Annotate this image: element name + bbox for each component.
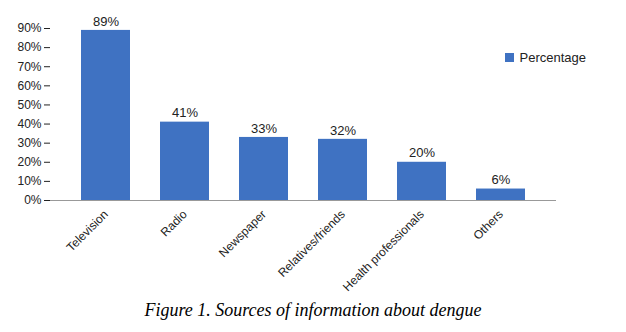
svg-text:Health professionals: Health professionals [340,207,427,294]
svg-text:Others: Others [470,207,505,242]
svg-text:32%: 32% [330,123,356,138]
svg-text:20%: 20% [17,155,41,169]
svg-text:70%: 70% [17,60,41,74]
svg-text:41%: 41% [172,105,198,120]
html-text:Percentage: Percentage [519,50,586,65]
svg-text:60%: 60% [17,79,41,93]
svg-text:Newspaper: Newspaper [216,207,269,260]
html-text:Figure 1. Sources of informati: Figure 1. Sources of information about d… [144,300,482,320]
svg-text:89%: 89% [93,14,119,29]
svg-text:0%: 0% [24,193,42,207]
svg-text:90%: 90% [17,21,41,35]
svg-text:Radio: Radio [158,207,190,239]
svg-text:Relatives/friends: Relatives/friends [275,207,348,280]
svg-text:33%: 33% [251,121,277,136]
svg-text:20%: 20% [409,145,435,160]
svg-text:Television: Television [64,207,111,254]
svg-text:30%: 30% [17,136,41,150]
svg-text:50%: 50% [17,98,41,112]
svg-text:6%: 6% [492,172,511,187]
svg-text:10%: 10% [17,174,41,188]
svg-text:40%: 40% [17,117,41,131]
svg-text:80%: 80% [17,40,41,54]
